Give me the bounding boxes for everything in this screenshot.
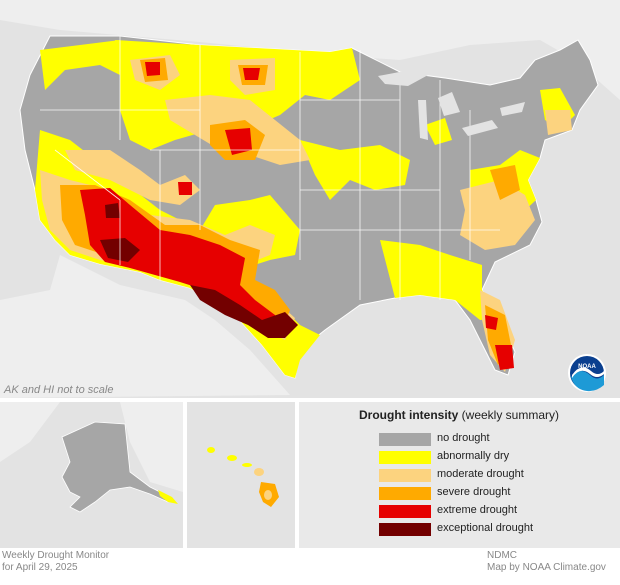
legend-swatch xyxy=(379,523,431,536)
kauai xyxy=(207,447,215,453)
molokai xyxy=(242,463,252,467)
legend-panel: Drought intensity (weekly summary) no dr… xyxy=(299,402,620,548)
footer-date: for April 29, 2025 xyxy=(2,562,78,573)
legend-label: severe drought xyxy=(437,486,511,498)
legend-label: exceptional drought xyxy=(437,522,534,534)
hawaii-panel xyxy=(187,402,295,548)
maui xyxy=(254,468,264,476)
legend-title: Drought intensity (weekly summary) xyxy=(359,408,559,422)
oahu xyxy=(227,455,237,461)
alaska-abnormally-dry xyxy=(158,490,178,504)
noaa-logo-text: NOAA xyxy=(578,364,596,370)
footer-right: NDMC Map by NOAA Climate.gov xyxy=(487,550,606,574)
drought-map-conus: AK and HI not to scale NOAA xyxy=(0,0,620,398)
legend-title-rest: (weekly summary) xyxy=(458,408,560,422)
legend-label: extreme drought xyxy=(437,504,518,516)
legend-label: abnormally dry xyxy=(437,450,510,462)
footer-title: Weekly Drought Monitor xyxy=(2,550,110,561)
scale-note: AK and HI not to scale xyxy=(3,384,113,396)
legend-swatch xyxy=(379,487,431,500)
extreme-drought-regions xyxy=(80,62,514,370)
alaska-map xyxy=(0,402,183,548)
legend-label: moderate drought xyxy=(437,468,524,480)
state-borders xyxy=(40,36,500,300)
legend-swatch xyxy=(379,451,431,464)
legend-swatch xyxy=(379,433,431,446)
legend-title-bold: Drought intensity xyxy=(359,408,459,422)
alaska-panel xyxy=(0,402,183,548)
alaska-no-drought xyxy=(61,421,171,513)
big-island-inner xyxy=(264,490,272,500)
mexico-land xyxy=(0,255,290,398)
legend-swatch xyxy=(379,469,431,482)
legend-swatch xyxy=(379,505,431,518)
canada-land xyxy=(0,0,620,100)
noaa-logo: NOAA xyxy=(568,354,606,392)
footer-credit: Map by NOAA Climate.gov xyxy=(487,562,606,573)
footer-source: NDMC xyxy=(487,550,517,561)
great-lakes xyxy=(378,70,525,140)
hawaii-map xyxy=(187,402,295,548)
legend-label: no drought xyxy=(437,432,490,444)
footer-left: Weekly Drought Monitor for April 29, 202… xyxy=(2,550,109,574)
